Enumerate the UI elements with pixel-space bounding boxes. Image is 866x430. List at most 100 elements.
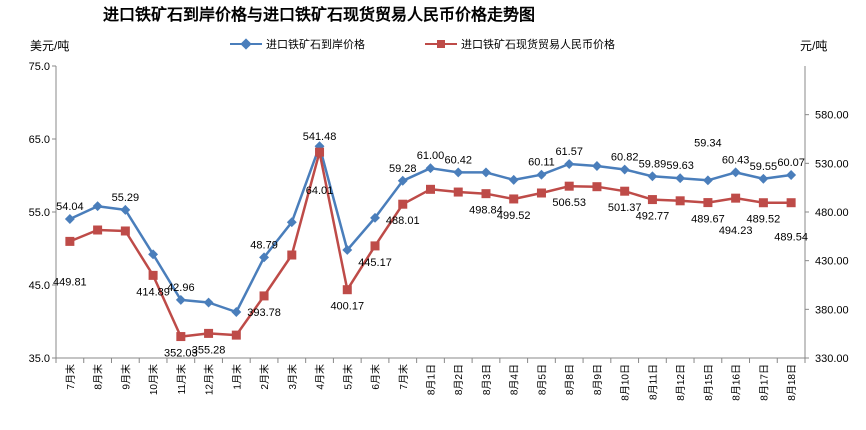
x-tick-label: 8月1日 (426, 364, 438, 395)
cif-data-label: 55.29 (112, 192, 140, 204)
cif-price-point (370, 212, 380, 223)
x-tick-label: 8月末 (92, 364, 105, 390)
cif-price-point (647, 171, 658, 182)
x-tick-label: 7月末 (64, 364, 77, 390)
rmb-data-label: 541.48 (303, 131, 337, 143)
cif-price-point (342, 245, 353, 255)
x-tick-label: 8月5日 (536, 364, 548, 395)
cif-price-point (120, 204, 131, 215)
legend-marker-cif (240, 38, 252, 50)
cif-data-label: 61.00 (417, 150, 445, 162)
cif-data-label: 42.96 (167, 282, 195, 294)
cif-data-label: 59.34 (694, 137, 722, 149)
cif-data-label: 48.79 (250, 239, 278, 251)
rmb-price-point (647, 195, 657, 205)
rmb-data-label: 506.53 (552, 197, 586, 209)
rmb-data-label: 445.17 (358, 257, 392, 269)
x-tick-label: 10月末 (147, 364, 160, 395)
cif-price-point (203, 297, 214, 308)
x-tick-label: 8月12日 (675, 364, 687, 401)
rmb-price-point (564, 181, 574, 191)
right-tick-label: 480.00 (815, 207, 849, 219)
rmb-price-point (731, 193, 741, 203)
cif-price-point (259, 252, 270, 263)
left-tick-label: 65.0 (29, 134, 50, 146)
x-tick-label: 8月16日 (731, 364, 743, 401)
cif-price-point (619, 164, 630, 175)
rmb-price-point (204, 328, 214, 338)
legend-label-cif: 进口铁矿石到岸价格 (266, 37, 365, 51)
x-tick-label: 1月末 (230, 364, 243, 390)
x-tick-label: 8月8日 (564, 364, 576, 395)
series-lines (69, 144, 792, 338)
rmb-price-point (231, 330, 241, 340)
cif-price-point (286, 217, 297, 228)
cif-price-point (64, 214, 75, 224)
rmb-data-label: 489.67 (691, 214, 725, 226)
cif-data-label: 59.28 (389, 163, 417, 175)
rmb-price-point (481, 189, 491, 199)
x-tick-label: 9月末 (119, 364, 132, 390)
cif-price-point (453, 167, 464, 178)
cif-data-label: 64.01 (306, 185, 334, 197)
left-tick-label: 45.0 (29, 280, 50, 292)
cif-price-point (675, 173, 686, 184)
x-tick-label: 8月10日 (620, 364, 632, 401)
rmb-price-point (148, 270, 158, 280)
rmb-price-point (703, 198, 713, 208)
right-axis-ticks: 330.00 380.00 430.00 480.00 530.00 580.00 (805, 110, 849, 365)
x-tick-label: 5月末 (341, 364, 354, 390)
right-tick-label: 380.00 (815, 304, 849, 316)
x-tick-label: 8月4日 (509, 364, 521, 395)
left-tick-label: 55.0 (29, 207, 50, 219)
x-tick-label: 8月15日 (703, 364, 715, 401)
rmb-data-label: 489.52 (747, 214, 781, 226)
cif-data-label: 59.89 (639, 158, 667, 170)
rmb-price-point (370, 241, 380, 251)
rmb-data-label: 355.28 (192, 344, 226, 356)
cif-data-label: 60.43 (722, 154, 750, 166)
x-tick-label: 8月3日 (481, 364, 493, 395)
rmb-data-label: 492.77 (636, 211, 670, 223)
cif-price-point (564, 159, 575, 169)
left-axis-ticks: 35.0 45.0 55.0 65.0 75.0 (29, 61, 56, 365)
x-tick-label: 2月末 (258, 364, 271, 390)
rmb-price-point (453, 187, 463, 197)
rmb-data-label: 414.89 (136, 286, 170, 298)
cif-price-point (481, 167, 491, 178)
rmb-data-label: 449.81 (53, 276, 87, 288)
x-axis-ticks: 7月末 8月末 9月末 10月末 11月末 12月末 1月末 2月末 3月末 4月末 5月末 6月末 7… (55, 358, 806, 401)
rmb-price-point (65, 236, 75, 246)
cif-price-point (786, 170, 797, 180)
legend-label-rmb: 进口铁矿石现货贸易人民币价格 (461, 37, 615, 51)
rmb-data-label: 352.03 (164, 348, 198, 360)
cif-price-point (591, 161, 602, 171)
cif-data-label: 60.82 (611, 152, 639, 164)
cif-price-point (730, 167, 741, 178)
rmb-price-point (592, 182, 602, 192)
rmb-price-point (342, 285, 352, 295)
cif-data-label: 61.57 (555, 146, 583, 158)
rmb-data-label: 498.84 (469, 205, 503, 217)
cif-price-point (148, 249, 159, 260)
rmb-data-label: 393.78 (247, 307, 281, 319)
rmb-price-point (93, 225, 103, 235)
cif-price-point (175, 294, 186, 305)
x-tick-label: 8月11日 (647, 364, 659, 400)
left-tick-label: 35.0 (29, 353, 50, 365)
series-markers (64, 141, 797, 342)
x-tick-label: 8月18日 (786, 364, 798, 401)
cif-data-label: 54.04 (56, 201, 84, 213)
rmb-price-point (315, 147, 325, 157)
cif-price-point (231, 307, 242, 317)
legend: 进口铁矿石到岸价格 进口铁矿石现货贸易人民币价格 (230, 37, 615, 51)
cif-price-point (425, 163, 436, 174)
rmb-price-point (287, 250, 297, 260)
cif-price-point (536, 169, 547, 180)
x-tick-label: 6月末 (369, 364, 382, 390)
cif-price-point (508, 174, 519, 185)
chart-title: 进口铁矿石到岸价格与进口铁矿石现货贸易人民币价格走势图 (103, 5, 535, 24)
x-tick-label: 4月末 (314, 364, 327, 390)
